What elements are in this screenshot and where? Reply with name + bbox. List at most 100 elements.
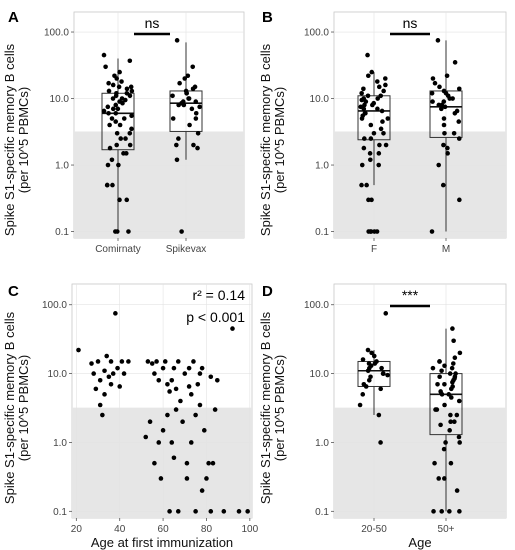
panel-b: B Spike S1-specific memory B cells (per … (258, 9, 507, 255)
panel-b-data-point (439, 106, 444, 112)
panel-c-data-point (115, 365, 120, 371)
panel-b-data-layer: 0.1 1.0 10.0 100.0 F Mns (304, 12, 506, 255)
panel-b-data-point (376, 162, 382, 168)
panel-c-data-point (175, 359, 181, 364)
panel-d-data-point (437, 374, 442, 380)
panel-d-data-point (366, 377, 372, 383)
panel-c-data-point (188, 392, 194, 397)
panel-d-data-point (434, 407, 440, 412)
panel-c-data-point (93, 386, 99, 392)
panel-b-data-point (441, 122, 447, 128)
panel-d-x-tick-label: 20-50 (361, 524, 387, 535)
panel-a-data-point (129, 88, 135, 94)
panel-c-data-point (152, 460, 157, 466)
panel-b-y-tick-label: 10.0 (310, 94, 330, 105)
panel-b-data-point (372, 229, 377, 234)
panel-a-data-point (189, 106, 195, 112)
panel-c-data-point (210, 460, 216, 466)
panel-b-y-tick-label: 100.0 (304, 28, 329, 39)
panel-c-data-point (212, 407, 218, 412)
panel-b-data-point (359, 162, 365, 168)
panel-d-data-point (456, 398, 462, 404)
panel-d-data-point (435, 381, 440, 387)
panel-d-data-point (443, 440, 448, 445)
panel-b-ylabel-line1: Spike S1-specific memory B cells (258, 43, 273, 236)
panel-b-x-tick-label: F (371, 244, 377, 255)
panel-d-data-point (454, 412, 460, 418)
panel-a-data-point (176, 102, 181, 108)
panel-b-data-point (365, 93, 371, 99)
panel-d-y-tick-label: 0.1 (315, 507, 329, 518)
panel-b-data-point (368, 122, 374, 128)
panel-d-data-point (447, 509, 452, 514)
panel-d-data-point (457, 440, 462, 445)
panel-a-ylabel-line2: (per 10^5 PBMCs) (16, 87, 31, 194)
panel-b-data-point (430, 99, 435, 104)
panel-c-data-point (215, 377, 220, 383)
panel-a-data-point (107, 145, 113, 151)
panel-d-data-point (357, 402, 363, 408)
panel-a-data-point (110, 182, 115, 188)
panel-c-data-point (169, 440, 175, 445)
panel-b-ylabel-line2: (per 10^5 PBMCs) (272, 87, 287, 194)
panel-c-data-point (197, 371, 203, 376)
panel-d-data-point (450, 379, 455, 385)
panel-c-x-tick-label: 40 (114, 524, 126, 535)
panel-b-data-point (359, 182, 364, 188)
panel-d-label: D (262, 283, 273, 300)
panel-c-data-point (158, 476, 164, 481)
panel-c-data-point (230, 326, 235, 331)
panel-c-data-point (171, 365, 177, 371)
panel-c-data-point (221, 509, 227, 514)
panel-c-data-point (104, 353, 109, 359)
panel-b-data-point (368, 136, 374, 141)
panel-d-significance-label: *** (402, 287, 419, 303)
panel-b-data-point (436, 102, 442, 108)
panel-c-data-point (245, 509, 250, 514)
panel-a-data-point (127, 131, 133, 136)
panel-b-data-point (370, 102, 375, 108)
panel-a-data-point (190, 64, 196, 70)
panel-b-data-point (366, 229, 371, 234)
panel-d-x-tick-label: 50+ (438, 524, 455, 535)
panel-b-data-point (441, 99, 447, 104)
panel-b-data-point (429, 229, 435, 234)
panel-a-data-point (123, 151, 129, 156)
panel-a-data-point (117, 197, 122, 203)
panel-b-data-point (442, 104, 448, 110)
panel-a-data-point (117, 122, 123, 128)
panel-d-data-point (442, 381, 447, 387)
panel-b-data-point (441, 142, 446, 148)
panel-a-data-point (116, 84, 122, 90)
panel-a-data-point (114, 131, 120, 136)
panel-d-data-point (442, 363, 447, 369)
panel-c-data-point (199, 488, 205, 493)
panel-c-threshold-shade (72, 407, 252, 518)
panel-c: C Spike S1-specific memory B cells (per … (2, 283, 259, 550)
panel-c-data-point (236, 509, 242, 514)
panel-b-data-point (429, 90, 435, 96)
panel-c-data-point (184, 460, 190, 466)
panel-b-data-point (378, 126, 384, 132)
panel-d-data-point (376, 412, 382, 418)
panel-a-data-point (106, 88, 112, 94)
panel-c-x-tick-label: 20 (71, 524, 83, 535)
panel-c-x-tick-label: 80 (201, 524, 213, 535)
panel-c-data-point (204, 476, 209, 481)
panel-c-data-point (199, 365, 205, 371)
panel-b-data-point (381, 88, 386, 94)
panel-b-data-point (359, 116, 365, 121)
panel-b-box (357, 95, 391, 141)
panel-d-data-point (381, 371, 386, 376)
panel-d-data-point (360, 392, 366, 397)
panel-c-data-point (208, 374, 214, 380)
panel-d-data-point (449, 365, 455, 371)
panel-d-data-point (448, 419, 453, 425)
panel-d-data-point (448, 412, 453, 418)
panel-d-xlabel: Age (408, 535, 431, 550)
panel-c-data-point (102, 392, 107, 397)
panel-c-data-point (191, 359, 196, 364)
panel-d-data-point (378, 440, 383, 445)
panel-a-data-point (177, 80, 182, 86)
panel-a-data-point (113, 110, 119, 116)
